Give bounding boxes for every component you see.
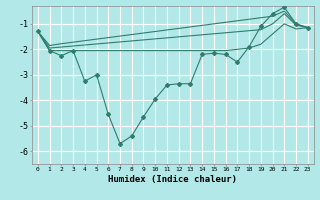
X-axis label: Humidex (Indice chaleur): Humidex (Indice chaleur): [108, 175, 237, 184]
